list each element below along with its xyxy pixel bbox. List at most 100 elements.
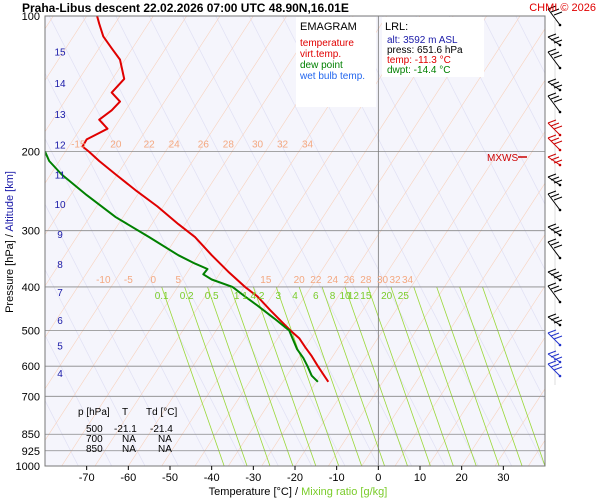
wind-profile [547,5,563,385]
y-axis-pressure-label: Pressure [hPa] [4,240,16,313]
wind-barb-feather [553,288,563,293]
legend-item-wet-bulb: wet bulb temp. [299,71,365,82]
isotherm-line [562,16,600,466]
wind-barb-staff [547,241,561,259]
dry-adiabat-line [45,203,179,466]
level-table: p [hPa] T Td [°C] 500 -21.1 -21.4 700 NA… [78,407,177,455]
dry-adiabat-line [82,16,312,466]
wind-barb [547,173,563,187]
wind-barb-feather [547,190,557,195]
mixing-ratio-label: 0.1 [155,291,169,302]
isotherm-line [45,16,221,287]
wind-barb-base [558,360,562,364]
isotherm-labels: -15 20 22 24 26 28 30 32 34-10 -5 0 5 15 20 22 24 26 28 30… [71,139,413,301]
wind-barb-feather [553,159,563,164]
lrl-dwpt: dwpt: -14.4 °C [387,65,450,76]
series-line-dew-point [45,151,319,383]
dry-adiabat-line [45,268,146,466]
table-header-t: T [122,407,128,418]
mixing-ratio-label: 2 [259,291,265,302]
wind-barb-base [558,43,562,47]
wind-barb-feather [550,363,560,368]
mixing-ratio-line [482,286,545,466]
plot-background [45,16,545,466]
wind-barb-feather [553,244,563,249]
axis-ticks: -70 -60 -50 -40 -30 -20 -10 0 10 20 30100200300400… [16,11,510,484]
mixing-ratio-label: 10 [339,291,351,302]
wind-barb-feather [550,137,560,142]
dry-adiabat-line [182,16,412,466]
wind-barb-feather [547,78,557,83]
wind-barb-feather [550,176,560,181]
wind-barb-feather [547,33,557,38]
wind-barb-feather [550,241,560,246]
altitude-tick-label: 6 [57,316,63,327]
pressure-tick-label: 300 [22,226,40,238]
x-tick-label: -70 [79,472,95,484]
wind-barb-feather [553,39,563,44]
wind-barb-feather [547,92,557,97]
dry-adiabat-line [148,16,379,466]
isotherm-line [161,16,454,466]
table-row-700-p: 700 [86,434,103,445]
wind-barb-feather [550,285,560,290]
pressure-tick-label: 1000 [16,461,40,473]
wind-barb-base [558,183,562,187]
isotherm-label: 28 [360,275,372,286]
isotherm-line [45,16,321,441]
legend: EMAGRAM temperature virt.temp. dew point… [296,17,376,107]
legend-item-dew-point: dew point [300,60,343,71]
isotherm-label: -10 [96,275,111,286]
isotherm-label: 26 [344,275,356,286]
wind-barb-feather [550,95,560,100]
mixing-ratio-line [390,286,454,466]
isotherm-label: 15 [260,275,272,286]
pressure-tick-label: 600 [22,361,40,373]
wind-barb-base [558,163,562,167]
wind-barb-feather [547,134,557,139]
wind-barb-feather [547,223,557,228]
wind-barb-feather [547,360,557,365]
table-row-850-t: NA [122,444,136,455]
wind-barb [547,223,563,237]
wind-barb-staff [547,95,561,113]
wind-barb-feather [550,81,560,86]
wind-barb-feather [550,156,560,161]
dry-adiabat-line [549,16,600,466]
wind-barb-feather [550,316,560,321]
table-row-500-td: -21.4 [150,424,173,435]
altitude-tick-label: 8 [57,260,63,271]
wind-barb-feather [550,193,560,198]
wind-barb-staff [547,353,561,363]
dry-adiabat-line [415,16,545,271]
wind-barb-base [558,343,562,347]
isotherm-label: -5 [124,275,133,286]
wind-barb-feather [553,274,563,279]
table-header-p: p [hPa] [78,407,110,418]
mixing-ratio-label: 8 [330,291,336,302]
mixing-ratio-label: 15 [360,291,372,302]
wind-barb-feather [547,173,557,178]
lrl-title: LRL: [385,21,408,33]
wind-barb [547,360,563,378]
dry-adiabat-line [48,16,279,466]
isotherm-label: 0 [151,275,157,286]
wind-barb-staff [547,156,561,166]
wind-barb [547,92,563,114]
wind-barb [547,238,563,260]
isotherm-line [294,79,545,466]
dry-adiabat-line [115,16,346,466]
wind-barb [547,78,563,92]
altitude-tick-label: 7 [57,288,63,299]
wind-barb-feather [550,332,560,337]
wind-barb-base [558,233,562,237]
dry-adiabat-line [583,16,600,466]
dry-adiabat-line [45,137,212,466]
altitude-tick-label: 9 [57,230,63,241]
mixing-ratio-label: 12 [348,291,360,302]
isotherm-label: 34 [402,275,414,286]
altitude-tick-label: 5 [57,342,63,353]
wind-barb [547,329,563,347]
wind-barb-feather [553,356,563,361]
wind-barb-feather [550,226,560,231]
